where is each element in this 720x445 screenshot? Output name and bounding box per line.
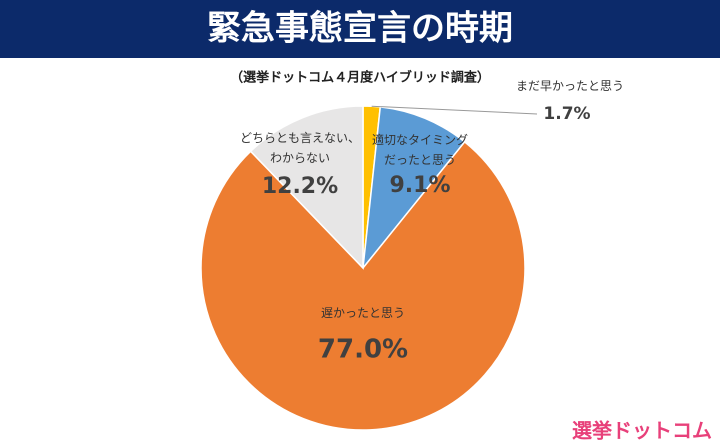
slice-label: 適切なタイミングだったと思う [372,132,468,167]
slice-label: どちらとも言えない、わからない [240,131,360,165]
subtitle: （選挙ドットコム４月度ハイブリッド調査） [230,70,490,86]
title-banner [0,0,720,58]
value-label: 77.0% [318,335,408,365]
pie-slice [249,105,364,270]
value-label: 1.7% [543,104,590,124]
chart-title: 緊急事態宣言の時期 [207,9,513,49]
pie-slice [200,140,526,431]
slice-label: まだ早かったと思う [516,79,624,93]
value-label: 12.2% [262,174,338,199]
slice-label: 遅かったと思う [321,306,405,320]
logo: 選挙ドットコム [572,419,712,443]
leader-line [371,105,538,115]
value-label: 9.1% [389,173,450,198]
